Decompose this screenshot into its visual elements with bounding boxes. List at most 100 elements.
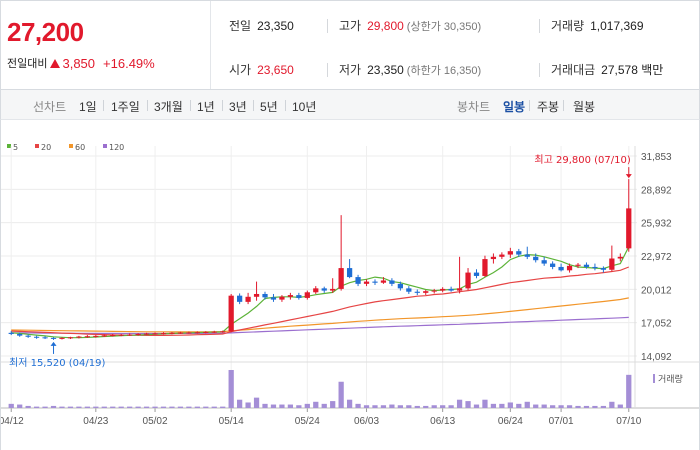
volume-bar [583, 405, 590, 408]
change-row: 전일대비 3,850 +16.49% [7, 55, 155, 71]
candle-body [516, 251, 522, 255]
current-price-block: 27,200 전일대비 3,850 +16.49% [1, 1, 211, 89]
candle-body [279, 296, 285, 300]
period-1y[interactable]: 1년 [197, 100, 215, 114]
period-1d[interactable]: 1일 [79, 100, 97, 114]
volume-bar [414, 405, 420, 408]
legend-label-1: 20 [41, 143, 51, 152]
volume-bar [33, 406, 40, 408]
candle-body [169, 332, 175, 334]
y-tick-5: 17,052 [641, 319, 672, 330]
candle-body [406, 288, 412, 292]
candle-weekly[interactable]: 주봉 [537, 100, 560, 114]
volume-bar [152, 406, 158, 408]
period-5y[interactable]: 5년 [260, 100, 278, 114]
candle-body [211, 331, 217, 333]
legend-swatch-0 [7, 144, 11, 148]
volume-label: 거래량 [658, 373, 683, 385]
candle-body [609, 258, 615, 270]
candle-body [431, 290, 437, 292]
stat-lower-limit: (하한가 16,350) [406, 65, 482, 77]
volume-bar [118, 406, 124, 408]
candle-body [617, 256, 623, 259]
candle-monthly[interactable]: 월봉 [573, 100, 596, 114]
stat-prev-close: 전일 23,350 [229, 17, 294, 34]
volume-bar [135, 406, 141, 408]
candle-body [566, 265, 573, 271]
legend-swatch-3 [103, 144, 107, 148]
candle-body [8, 332, 14, 334]
divider [539, 63, 540, 77]
candle-body [575, 264, 581, 266]
period-1w[interactable]: 1주일 [111, 100, 140, 114]
candle-body [448, 288, 454, 291]
candle-body [346, 268, 353, 278]
volume-bar [338, 381, 344, 408]
period-3y[interactable]: 3년 [229, 100, 247, 114]
volume-bar [448, 405, 454, 408]
candle-body [507, 251, 513, 255]
candle-body [118, 334, 124, 336]
volume-bar [575, 405, 581, 408]
y-tick-3: 22,972 [641, 252, 672, 263]
legend-label-3: 120 [109, 143, 124, 152]
candle-body [76, 336, 82, 338]
up-triangle-icon [50, 58, 61, 68]
candle-body [110, 335, 116, 337]
stat-open-value: 23,650 [257, 63, 294, 77]
candle-body [592, 266, 598, 269]
candle-body [203, 331, 209, 333]
candle-body [59, 337, 65, 339]
change-amount: 3,850 [62, 55, 96, 71]
volume-bar [50, 405, 57, 408]
current-price: 27,200 [7, 17, 84, 47]
candle-body [50, 337, 57, 339]
candle-body [313, 288, 319, 293]
divider [222, 100, 223, 111]
volume-bar [380, 405, 387, 408]
candle-body [194, 332, 200, 334]
volume-bar [473, 404, 480, 408]
period-bar: 선차트 1일 1주일 3개월 1년 3년 5년 10년 봉차트 일봉 주봉 월봉 [0, 90, 700, 120]
candle-body [262, 293, 268, 298]
candle-daily[interactable]: 일봉 [503, 100, 526, 114]
candle-body [160, 333, 167, 335]
volume-bar [101, 406, 107, 408]
ma120-line [11, 316, 629, 335]
change-percent: +16.49% [103, 55, 155, 71]
volume-bar [355, 403, 361, 408]
stat-low-value: 23,350 [367, 63, 404, 77]
divider [563, 100, 564, 111]
volume-bar [566, 405, 573, 408]
volume-bar [143, 406, 150, 408]
volume-bar [321, 403, 327, 408]
divider [327, 19, 328, 33]
volume-bar [507, 402, 513, 408]
volume-bar [609, 401, 615, 408]
y-tick-0: 31,853 [641, 152, 672, 163]
divider [190, 100, 191, 111]
price-panel: 27,200 전일대비 3,850 +16.49% 전일 23,350 고가 29,… [0, 0, 700, 90]
candle-body [389, 280, 395, 284]
volume-bar [465, 401, 471, 408]
candle-body [270, 297, 277, 300]
x-tick-3: 05/14 [219, 416, 244, 427]
candle-body [499, 254, 505, 257]
candle-body [296, 295, 302, 298]
candle-body [380, 280, 387, 283]
low-arrow-icon [50, 341, 57, 346]
volume-bar [203, 406, 209, 408]
volume-bar [160, 406, 167, 408]
volume-bar [550, 405, 556, 408]
candle-body [550, 263, 556, 267]
volume-bar [389, 404, 395, 408]
period-10y[interactable]: 10년 [292, 100, 317, 114]
period-3m[interactable]: 3개월 [154, 100, 183, 114]
candle-body [533, 256, 539, 261]
candle-body [490, 256, 497, 260]
volume-bar [456, 399, 463, 408]
candle-body [363, 281, 370, 284]
x-tick-1: 04/23 [83, 416, 108, 427]
volume-bar [237, 399, 243, 408]
volume-bar [84, 406, 90, 408]
